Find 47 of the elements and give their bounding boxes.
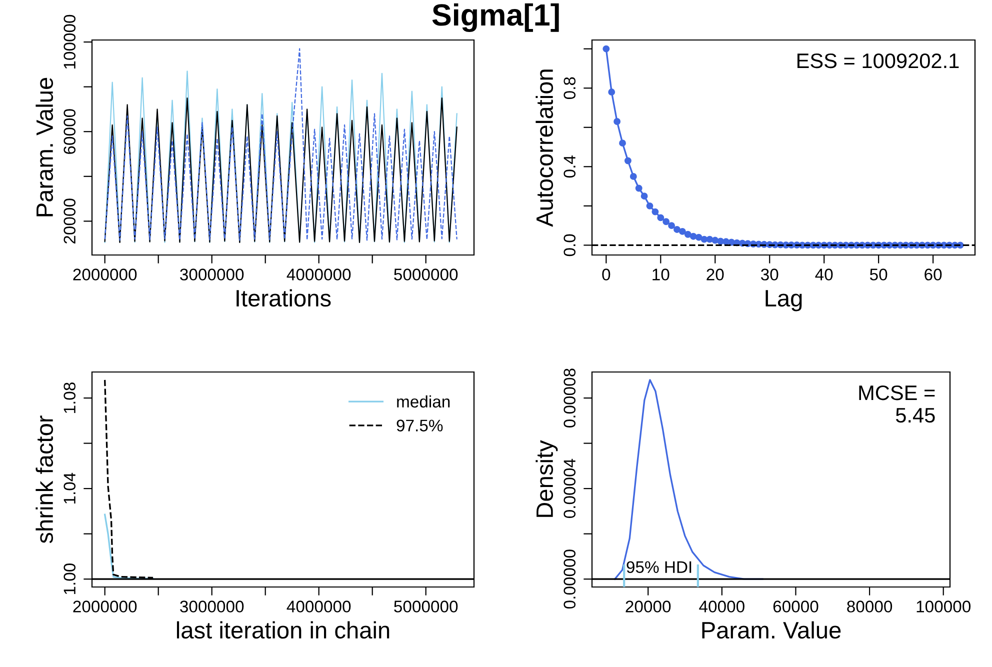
x-tick-label: 50 — [870, 268, 888, 280]
x-tick-label: 20000 — [626, 600, 671, 612]
x-tick-label: 10 — [652, 268, 670, 280]
x-axis-title: Param. Value — [702, 621, 841, 639]
x-tick-label: 60000 — [773, 600, 818, 612]
legend-label: median — [397, 395, 450, 408]
x-axis-title: Iterations — [236, 289, 331, 307]
y-tick-label: 0.00008 — [564, 368, 576, 428]
y-axis-title: Autocorrelation — [536, 70, 554, 227]
annotation: MCSE = 5.45 — [859, 385, 935, 423]
x-axis-title: Lag — [766, 290, 802, 312]
x-tick-label: 2000000 — [73, 600, 137, 612]
x-axis-title: last iteration in chain — [176, 621, 390, 639]
y-tick-label: 0.8 — [564, 77, 576, 100]
x-tick-label: 3000000 — [180, 268, 244, 280]
x-tick-label: 5000000 — [394, 268, 458, 280]
x-tick-label: 100000 — [916, 600, 971, 612]
x-tick-label: 20 — [706, 268, 724, 280]
x-tick-label: 4000000 — [286, 600, 351, 612]
y-tick-label: 1.04 — [64, 472, 76, 504]
y-tick-label: 1.08 — [64, 382, 76, 413]
x-tick-label: 3000000 — [180, 600, 244, 612]
x-tick-label: 40000 — [699, 600, 744, 612]
line-series — [104, 97, 458, 244]
y-axis-title: Density — [536, 440, 558, 517]
y-tick-label: 60000 — [64, 109, 76, 154]
x-tick-label: 0 — [602, 268, 610, 280]
legend-label: 97.5% — [396, 420, 443, 432]
x-tick-label: 2000000 — [73, 268, 137, 280]
x-tick-label: 4000000 — [286, 268, 351, 280]
y-tick-label: 100000 — [64, 14, 76, 69]
y-tick-label: 0.00000 — [564, 550, 576, 609]
y-tick-label: 20000 — [64, 198, 76, 244]
x-tick-label: 80000 — [847, 600, 892, 612]
y-axis-title: shrink factor — [36, 416, 54, 544]
x-tick-label: 5000000 — [394, 600, 458, 612]
x-tick-label: 60 — [924, 268, 942, 280]
y-tick-label: 0.00004 — [564, 458, 576, 518]
y-axis-title: Param. Value — [36, 78, 54, 216]
x-tick-label: 40 — [815, 268, 833, 280]
y-tick-label: 0.0 — [564, 234, 576, 256]
x-tick-label: 30 — [760, 268, 778, 280]
annotation: ESS = 1009202.1 — [797, 53, 959, 68]
chart-title: Sigma[1] — [432, 3, 559, 32]
annotation: 95% HDI — [626, 561, 692, 574]
y-tick-label: 1.00 — [64, 564, 76, 594]
y-tick-label: 0.4 — [564, 156, 576, 178]
